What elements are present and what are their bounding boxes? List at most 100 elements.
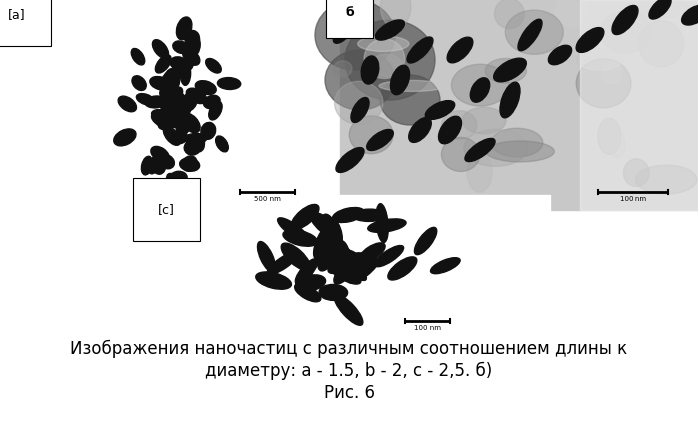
Ellipse shape xyxy=(341,256,366,281)
Ellipse shape xyxy=(322,242,350,257)
Ellipse shape xyxy=(151,146,169,162)
Ellipse shape xyxy=(349,116,393,154)
Ellipse shape xyxy=(380,75,440,125)
Text: 100 nm: 100 nm xyxy=(414,325,441,331)
Bar xyxy=(0,0,335,210)
Ellipse shape xyxy=(415,227,437,255)
Ellipse shape xyxy=(345,20,435,100)
Ellipse shape xyxy=(325,50,395,110)
Ellipse shape xyxy=(376,20,405,40)
Ellipse shape xyxy=(175,100,193,119)
Ellipse shape xyxy=(258,242,276,272)
Ellipse shape xyxy=(159,155,174,169)
Ellipse shape xyxy=(493,58,526,82)
Ellipse shape xyxy=(174,58,193,75)
Ellipse shape xyxy=(216,136,228,152)
Ellipse shape xyxy=(267,251,299,275)
Ellipse shape xyxy=(390,65,410,95)
Ellipse shape xyxy=(555,0,587,27)
Text: 500 nm: 500 nm xyxy=(254,196,281,202)
Ellipse shape xyxy=(682,5,698,25)
Ellipse shape xyxy=(639,21,684,67)
Ellipse shape xyxy=(184,140,201,155)
Ellipse shape xyxy=(597,118,621,154)
Ellipse shape xyxy=(649,0,671,19)
Ellipse shape xyxy=(166,99,185,112)
Ellipse shape xyxy=(329,220,343,249)
Ellipse shape xyxy=(549,45,572,65)
Ellipse shape xyxy=(181,63,191,85)
Ellipse shape xyxy=(600,11,651,53)
Ellipse shape xyxy=(470,78,490,102)
Ellipse shape xyxy=(193,133,205,152)
Ellipse shape xyxy=(118,96,137,112)
Ellipse shape xyxy=(334,260,355,284)
Ellipse shape xyxy=(114,129,136,146)
Ellipse shape xyxy=(162,84,180,100)
Ellipse shape xyxy=(163,110,179,128)
Ellipse shape xyxy=(380,0,411,28)
Ellipse shape xyxy=(333,17,357,43)
Ellipse shape xyxy=(158,114,179,130)
Ellipse shape xyxy=(623,159,649,187)
Ellipse shape xyxy=(334,61,352,77)
Ellipse shape xyxy=(491,128,543,157)
Ellipse shape xyxy=(316,245,344,266)
Ellipse shape xyxy=(132,76,147,91)
Ellipse shape xyxy=(319,284,348,300)
Ellipse shape xyxy=(612,6,638,35)
Ellipse shape xyxy=(626,0,689,18)
Ellipse shape xyxy=(165,69,180,90)
Ellipse shape xyxy=(505,10,563,54)
Ellipse shape xyxy=(295,275,325,291)
Ellipse shape xyxy=(160,79,177,97)
Ellipse shape xyxy=(156,55,171,73)
Bar xyxy=(340,0,698,210)
Ellipse shape xyxy=(334,82,383,124)
Ellipse shape xyxy=(170,171,187,184)
Ellipse shape xyxy=(151,113,172,128)
Text: Изображения наночастиц с различным соотношением длины к: Изображения наночастиц с различным соотн… xyxy=(70,340,628,358)
Ellipse shape xyxy=(348,250,377,278)
Ellipse shape xyxy=(441,137,480,172)
Ellipse shape xyxy=(442,111,477,139)
Ellipse shape xyxy=(181,113,200,133)
Ellipse shape xyxy=(163,126,180,145)
Ellipse shape xyxy=(151,110,173,122)
Ellipse shape xyxy=(388,257,417,280)
Ellipse shape xyxy=(447,37,473,63)
Ellipse shape xyxy=(328,253,354,273)
Ellipse shape xyxy=(283,230,318,246)
Ellipse shape xyxy=(409,118,431,142)
Ellipse shape xyxy=(172,90,188,111)
Ellipse shape xyxy=(182,156,197,171)
Ellipse shape xyxy=(452,64,509,106)
Ellipse shape xyxy=(318,242,337,271)
Ellipse shape xyxy=(177,17,192,40)
Ellipse shape xyxy=(185,30,200,48)
Ellipse shape xyxy=(255,272,292,289)
Text: [c]: [c] xyxy=(158,203,175,216)
Text: [a]: [a] xyxy=(8,8,26,21)
Ellipse shape xyxy=(576,27,604,52)
Ellipse shape xyxy=(152,157,165,174)
Ellipse shape xyxy=(494,0,524,29)
Ellipse shape xyxy=(145,96,167,108)
Ellipse shape xyxy=(577,59,631,108)
Ellipse shape xyxy=(295,259,318,284)
Ellipse shape xyxy=(602,62,621,83)
Ellipse shape xyxy=(183,48,200,65)
Ellipse shape xyxy=(164,87,183,104)
Ellipse shape xyxy=(334,249,362,267)
Text: диаметру: a - 1.5, b - 2, c - 2,5. б): диаметру: a - 1.5, b - 2, c - 2,5. б) xyxy=(205,362,493,380)
Ellipse shape xyxy=(379,80,445,91)
Ellipse shape xyxy=(195,81,216,94)
Ellipse shape xyxy=(462,107,506,134)
Ellipse shape xyxy=(467,152,492,192)
Ellipse shape xyxy=(348,260,378,283)
Ellipse shape xyxy=(334,295,363,325)
Ellipse shape xyxy=(368,219,406,233)
Ellipse shape xyxy=(366,130,393,151)
Ellipse shape xyxy=(148,157,159,174)
Ellipse shape xyxy=(359,243,385,263)
